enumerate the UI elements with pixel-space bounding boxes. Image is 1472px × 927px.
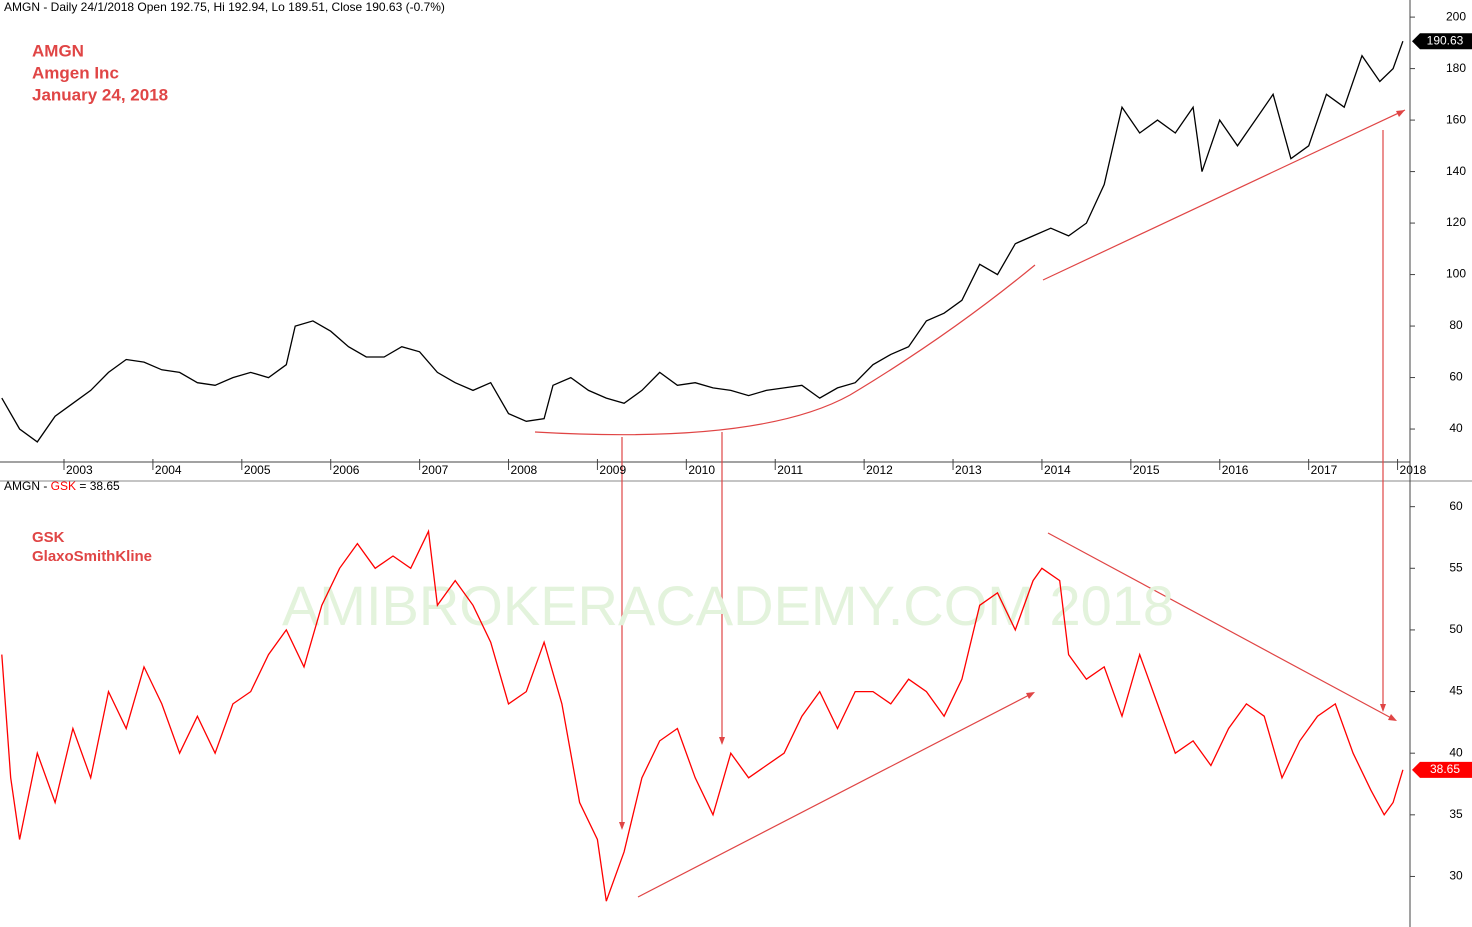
last-price-label: 190.63 bbox=[1427, 33, 1464, 47]
watermark: AMIBROKERACADEMY.COM 2018 bbox=[282, 574, 1174, 637]
x-tick-label: 2013 bbox=[955, 463, 982, 477]
annotation: Amgen Inc bbox=[32, 63, 119, 82]
x-tick-label: 2011 bbox=[777, 463, 803, 477]
x-tick-label: 2018 bbox=[1400, 463, 1427, 477]
x-tick-label: 2003 bbox=[66, 463, 93, 477]
x-tick-label: 2016 bbox=[1222, 463, 1249, 477]
y-tick-label: 50 bbox=[1449, 622, 1463, 636]
y-tick-label: 80 bbox=[1449, 318, 1463, 332]
x-tick-label: 2015 bbox=[1133, 463, 1160, 477]
x-tick-label: 2004 bbox=[155, 463, 182, 477]
y-tick-label: 180 bbox=[1446, 61, 1466, 75]
header-part: = 38.65 bbox=[76, 479, 120, 493]
x-tick-label: 2006 bbox=[333, 463, 360, 477]
y-tick-label: 40 bbox=[1449, 745, 1463, 759]
annotation: GSK bbox=[32, 529, 65, 546]
x-tick-label: 2010 bbox=[688, 463, 715, 477]
last-price-box bbox=[1412, 761, 1472, 778]
annotation-arrows bbox=[534, 109, 1406, 898]
panel-header: AMGN - Daily 24/1/2018 Open 192.75, Hi 1… bbox=[4, 0, 445, 14]
y-tick-label: 100 bbox=[1446, 267, 1466, 281]
x-tick-label: 2008 bbox=[511, 463, 538, 477]
y-tick-label: 160 bbox=[1446, 112, 1466, 126]
y-tick-label: 40 bbox=[1449, 421, 1463, 435]
x-tick-label: 2012 bbox=[866, 463, 893, 477]
y-tick-label: 120 bbox=[1446, 215, 1466, 229]
annotation: January 24, 2018 bbox=[32, 85, 168, 104]
header-part: GSK bbox=[51, 479, 76, 493]
panel-header: AMGN - GSK = 38.65 bbox=[4, 479, 120, 493]
y-tick-label: 30 bbox=[1449, 869, 1463, 883]
y-tick-label: 60 bbox=[1449, 370, 1463, 384]
price-line bbox=[1, 529, 1404, 902]
x-tick-label: 2007 bbox=[422, 463, 449, 477]
annotation: GlaxoSmithKline bbox=[32, 548, 152, 565]
y-tick-label: 55 bbox=[1449, 560, 1463, 574]
y-tick-label: 60 bbox=[1449, 499, 1463, 513]
x-tick-label: 2005 bbox=[244, 463, 271, 477]
y-tick-label: 200 bbox=[1446, 9, 1466, 23]
header-part: AMGN - bbox=[4, 479, 51, 493]
price-line bbox=[1, 40, 1404, 443]
x-tick-label: 2009 bbox=[599, 463, 626, 477]
annotation: AMGN bbox=[32, 41, 84, 60]
y-tick-label: 35 bbox=[1449, 807, 1463, 821]
last-price-box bbox=[1412, 33, 1472, 50]
last-price-label: 38.65 bbox=[1430, 762, 1460, 776]
x-tick-label: 2017 bbox=[1311, 463, 1338, 477]
x-tick-label: 2014 bbox=[1044, 463, 1071, 477]
y-tick-label: 140 bbox=[1446, 164, 1466, 178]
y-tick-label: 45 bbox=[1449, 684, 1463, 698]
